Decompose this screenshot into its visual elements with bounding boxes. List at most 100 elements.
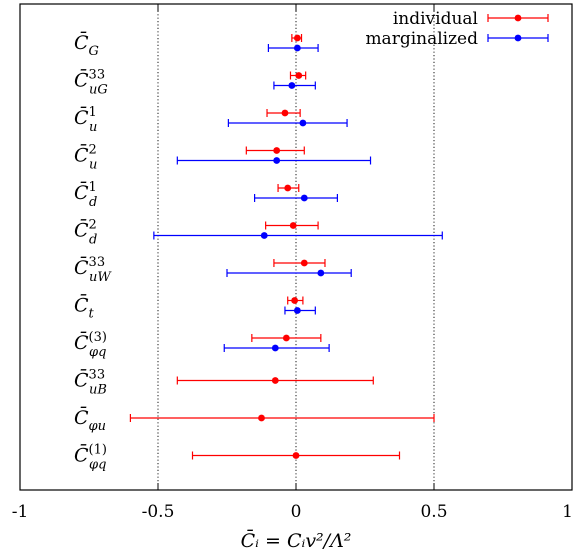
individual-error-bar xyxy=(245,146,305,155)
coefficient-superscript: 2 xyxy=(89,143,97,158)
legend-marker xyxy=(514,34,522,42)
individual-error-bar xyxy=(251,334,322,342)
individual-error-bar xyxy=(289,71,307,80)
coefficient-label: C̄2 d xyxy=(74,218,97,248)
coefficient-base: C̄ xyxy=(74,218,89,241)
marginalized-error-bar xyxy=(227,119,348,127)
marginalized-error-bar xyxy=(223,344,330,352)
coefficient-label: C̄33 uG xyxy=(74,68,108,98)
individual-point xyxy=(289,222,297,229)
marginalized-error-bar xyxy=(284,306,316,315)
reference-lines xyxy=(157,4,435,490)
x-tick-label: -0.5 xyxy=(142,502,175,522)
marginalized-error-bar xyxy=(273,81,316,90)
x-axis-label: C̄ᵢ = Cᵢv²/Λ² xyxy=(241,529,352,552)
individual-error-bar xyxy=(191,451,401,460)
marginalized-point xyxy=(293,307,301,314)
coefficient-subscript: φq xyxy=(89,458,106,473)
coefficient-base: C̄ xyxy=(74,293,89,316)
coefficient-superscript: 33 xyxy=(89,255,106,270)
marginalized-point xyxy=(299,119,307,127)
individual-point xyxy=(300,259,308,267)
individual-error-bar xyxy=(266,109,301,117)
marginalized-point xyxy=(260,232,268,239)
coefficient-label: C̄33 uB xyxy=(74,368,107,398)
coefficient-label: C̄φu xyxy=(74,406,106,434)
individual-error-bar xyxy=(129,414,435,422)
individual-point xyxy=(292,452,300,459)
coefficient-label: C̄2 u xyxy=(74,143,97,173)
coefficient-subscript: φu xyxy=(89,419,106,434)
marginalized-error-bar xyxy=(153,231,443,240)
legend-label: marginalized xyxy=(365,29,478,49)
individual-point xyxy=(273,147,281,154)
coefficient-base: C̄ xyxy=(74,143,89,166)
x-tick-label: 1 xyxy=(562,502,573,522)
coefficient-base: C̄ xyxy=(74,256,89,279)
coefficient-subscript: G xyxy=(89,44,99,59)
coefficient-subscript: φq xyxy=(89,345,106,360)
coefficient-subscript: u xyxy=(89,158,97,173)
coefficient-label: C̄1 d xyxy=(74,180,97,210)
individual-error-bar xyxy=(273,259,326,267)
coefficient-labels: C̄GC̄33 uGC̄1 uC̄2 uC̄1 dC̄2 dC̄33 uWC̄tC̄(3) φ… xyxy=(74,31,112,473)
marginalized-error-bar xyxy=(254,194,338,202)
coefficient-label: C̄(3) φq xyxy=(74,330,107,360)
coefficient-subscript: uG xyxy=(89,83,108,98)
coefficient-base: C̄ xyxy=(74,443,89,466)
coefficient-subscript: t xyxy=(89,307,95,322)
coefficient-base: C̄ xyxy=(74,68,89,91)
coefficient-label: C̄t xyxy=(74,293,95,321)
marginalized-error-bar xyxy=(176,156,372,165)
marginalized-point xyxy=(271,344,279,352)
coefficient-label: C̄1 u xyxy=(74,105,97,135)
marginalized-error-bar xyxy=(226,269,352,277)
marginalized-point xyxy=(300,194,308,202)
individual-error-bar xyxy=(176,376,374,385)
error-bars xyxy=(129,34,443,460)
coefficient-base: C̄ xyxy=(74,331,89,354)
individual-point xyxy=(284,184,292,192)
coefficient-superscript: (1) xyxy=(89,443,107,458)
individual-error-bar xyxy=(287,296,304,305)
coefficient-label: C̄33 uW xyxy=(74,255,112,285)
individual-point xyxy=(293,34,301,42)
individual-error-bar xyxy=(291,34,303,42)
individual-point xyxy=(282,334,290,342)
coefficient-subscript: u xyxy=(89,120,97,135)
coefficient-subscript: d xyxy=(89,233,97,248)
marginalized-point xyxy=(273,157,281,164)
coefficient-base: C̄ xyxy=(74,31,89,54)
marginalized-error-bar xyxy=(267,44,319,52)
coefficient-subscript: uB xyxy=(89,383,107,398)
individual-point xyxy=(258,414,265,422)
coefficient-base: C̄ xyxy=(74,106,89,129)
coefficient-superscript: 33 xyxy=(89,68,106,83)
legend-marker xyxy=(514,14,522,22)
coefficient-superscript: 1 xyxy=(89,105,97,120)
individual-point xyxy=(291,297,299,304)
coefficient-base: C̄ xyxy=(74,406,89,429)
coefficient-label: C̄G xyxy=(74,31,99,59)
coefficient-superscript: 33 xyxy=(89,368,106,383)
x-tick-label: -1 xyxy=(12,502,29,522)
marginalized-point xyxy=(317,269,325,277)
coefficient-superscript: 1 xyxy=(89,180,97,195)
x-tick-label: 0 xyxy=(291,502,302,522)
plot-frame xyxy=(19,3,573,491)
x-ticks: -1 -0.5 0 0.5 1 xyxy=(12,4,573,522)
coefficient-superscript: (3) xyxy=(89,330,107,345)
coefficient-subscript: uW xyxy=(89,270,112,285)
individual-error-bar xyxy=(265,221,319,230)
coefficient-label: C̄(1) φq xyxy=(74,443,107,473)
marginalized-point xyxy=(288,82,296,89)
legend-label: individual xyxy=(393,9,478,29)
coefficient-base: C̄ xyxy=(74,181,89,204)
individual-point xyxy=(281,109,289,117)
marginalized-point xyxy=(293,44,301,52)
individual-error-bar xyxy=(277,184,300,192)
coefficient-base: C̄ xyxy=(74,368,89,391)
individual-point xyxy=(295,72,303,79)
